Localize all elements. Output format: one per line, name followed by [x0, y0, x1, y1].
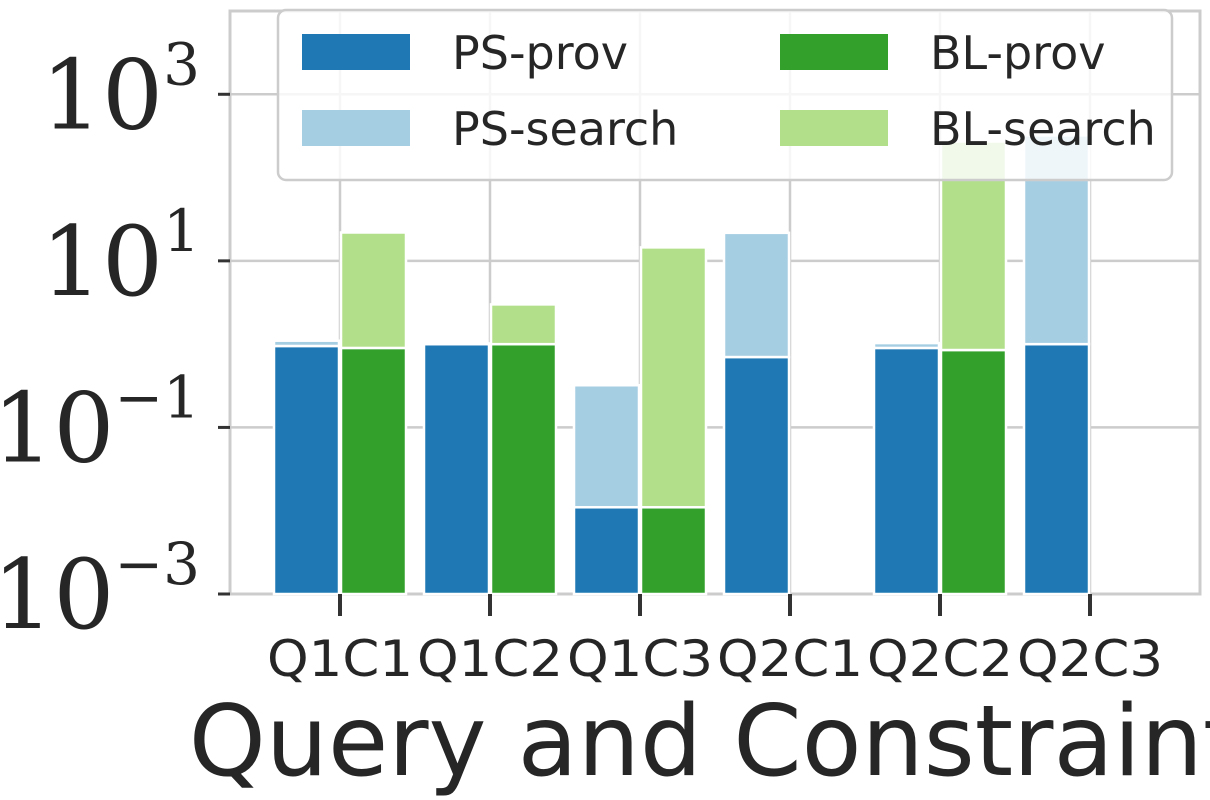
- y-axis: 10−3 10−1 101 103: [0, 30, 230, 651]
- x-tick-label: Q1C1: [267, 630, 413, 688]
- bar-ps-prov-q2c2: [872, 346, 941, 596]
- legend-swatch-bl-prov: [780, 34, 888, 70]
- bar-bl-search-q1c2: [489, 303, 558, 346]
- legend-frame: [276, 8, 1174, 182]
- x-tick-label: Q2C1: [717, 630, 863, 688]
- x-tick-label: Q2C3: [1017, 630, 1163, 688]
- bar-bl-search-q1c3: [639, 246, 708, 509]
- legend-label-bl-prov: BL-prov: [930, 26, 1105, 80]
- bar-bl-prov-q1c3: [639, 506, 708, 596]
- legend-label-bl-search: BL-search: [930, 102, 1156, 156]
- bar-ps-prov-q1c3: [572, 506, 641, 596]
- bar-ps-prov-q1c2: [422, 342, 491, 596]
- x-axis-label: Query and Constraint: [189, 685, 1210, 799]
- y-tick-label: 101: [41, 197, 200, 318]
- bar-bl-prov-q1c1: [339, 346, 408, 596]
- bar-ps-prov-q1c1: [272, 344, 341, 596]
- bar-ps-search-q2c1: [722, 231, 791, 359]
- y-tick-label: 10−3: [0, 530, 200, 651]
- bars: [272, 134, 1091, 596]
- bar-ps-prov-q2c3: [1022, 342, 1091, 596]
- legend-swatch-ps-prov: [302, 34, 410, 70]
- bar-bl-prov-q2c2: [939, 348, 1008, 596]
- y-tick-label: 10−1: [0, 363, 200, 484]
- x-tick-label: Q1C2: [417, 630, 563, 688]
- legend: PS-prov PS-search BL-prov BL-search: [276, 8, 1174, 182]
- y-tick-label: 103: [41, 30, 200, 151]
- bar-ps-search-q2c2: [872, 341, 941, 350]
- legend-label-ps-search: PS-search: [452, 102, 678, 156]
- legend-swatch-bl-search: [780, 110, 888, 146]
- bar-ps-search-q1c1: [272, 339, 341, 348]
- bar-ps-search-q1c2: [422, 342, 491, 346]
- bar-bl-prov-q1c2: [489, 342, 558, 596]
- bar-bl-search-q1c1: [339, 231, 408, 350]
- bar-ps-prov-q2c1: [722, 355, 791, 596]
- x-tick-label: Q2C2: [867, 630, 1013, 688]
- x-axis: Q1C1 Q1C2 Q1C3 Q2C1 Q2C2 Q2C3: [267, 594, 1163, 688]
- legend-label-ps-prov: PS-prov: [452, 26, 628, 80]
- bar-ps-search-q1c3: [572, 383, 641, 509]
- legend-swatch-ps-search: [302, 110, 410, 146]
- x-tick-label: Q1C3: [567, 630, 713, 688]
